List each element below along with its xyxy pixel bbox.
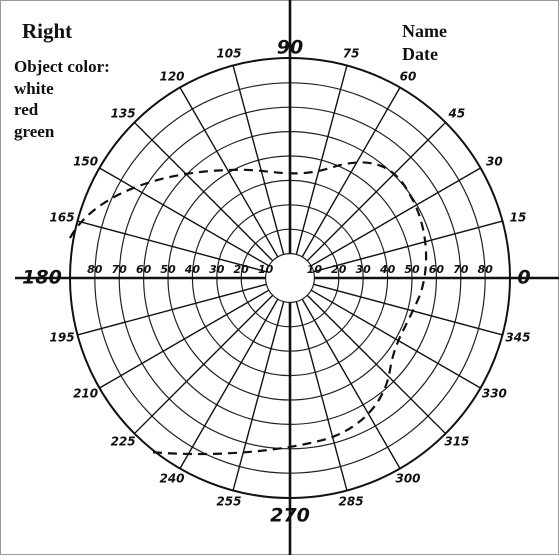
- meridian: [306, 294, 447, 435]
- cardinal-label: 90: [277, 37, 303, 59]
- ring-label: 80: [478, 263, 494, 276]
- meridian-label: 225: [111, 435, 136, 449]
- color-option: red: [14, 100, 39, 119]
- meridian-label: 195: [50, 331, 75, 345]
- ring-label: 50: [404, 263, 420, 276]
- meridian-label: 120: [159, 70, 184, 84]
- meridian: [313, 283, 503, 336]
- meridian: [232, 301, 285, 491]
- date-label: Date: [402, 44, 438, 64]
- meridian: [99, 289, 270, 389]
- ring-label: 80: [87, 263, 103, 276]
- grid: [15, 0, 559, 555]
- meridian-label: 330: [482, 387, 507, 401]
- meridian-label: 240: [159, 471, 184, 485]
- ring-label: 10: [307, 263, 323, 276]
- object-color-label: Object color:: [14, 57, 110, 76]
- meridian: [306, 121, 447, 262]
- meridian: [310, 167, 481, 267]
- cardinal-label: 270: [270, 505, 310, 527]
- meridian: [301, 298, 401, 469]
- isopter: [69, 161, 428, 456]
- meridian: [295, 301, 348, 491]
- meridian-label: 15: [510, 210, 527, 224]
- meridian: [301, 87, 401, 258]
- ring-label: 20: [331, 263, 347, 276]
- meridian: [232, 65, 285, 255]
- meridian: [313, 220, 503, 273]
- meridian-label: 345: [505, 331, 530, 345]
- meridian-label: 135: [111, 106, 136, 120]
- ring-label: 50: [160, 263, 176, 276]
- meridian-label: 30: [486, 155, 503, 169]
- ring-label: 40: [379, 263, 396, 276]
- meridian: [99, 167, 270, 267]
- meridian-label: 60: [400, 70, 417, 84]
- meridian-label: 45: [448, 106, 466, 120]
- meridian: [77, 283, 267, 336]
- color-option: white: [14, 79, 54, 98]
- ring-label: 30: [209, 263, 225, 276]
- meridian-label: 315: [444, 435, 469, 449]
- meridian-label: 210: [73, 387, 98, 401]
- ring-label: 40: [184, 263, 201, 276]
- meridian-label: 75: [343, 46, 360, 60]
- ring-label: 70: [453, 263, 469, 276]
- meridian: [179, 298, 279, 469]
- ring-label: 70: [112, 263, 128, 276]
- meridian: [77, 220, 267, 273]
- ring-label: 10: [258, 263, 274, 276]
- cardinal-label: 180: [22, 267, 62, 289]
- meridian: [133, 121, 274, 262]
- meridian: [295, 65, 348, 255]
- ring-label: 60: [136, 263, 152, 276]
- name-label: Name: [402, 21, 447, 41]
- meridian-label: 285: [339, 495, 364, 509]
- ring: [265, 253, 316, 304]
- meridian-label: 300: [395, 471, 420, 485]
- meridian-label: 105: [216, 46, 241, 60]
- ring-label: 60: [429, 263, 445, 276]
- ring-label: 20: [234, 263, 250, 276]
- color-option: green: [14, 122, 55, 141]
- meridian: [310, 289, 481, 389]
- cardinal-label: 0: [517, 267, 530, 289]
- eye-label: Right: [22, 19, 72, 43]
- meridian-label: 150: [73, 155, 98, 169]
- ring-label: 30: [356, 263, 372, 276]
- meridian: [179, 87, 279, 258]
- meridian-label: 165: [50, 210, 75, 224]
- meridian-label: 255: [216, 495, 241, 509]
- meridian: [133, 294, 274, 435]
